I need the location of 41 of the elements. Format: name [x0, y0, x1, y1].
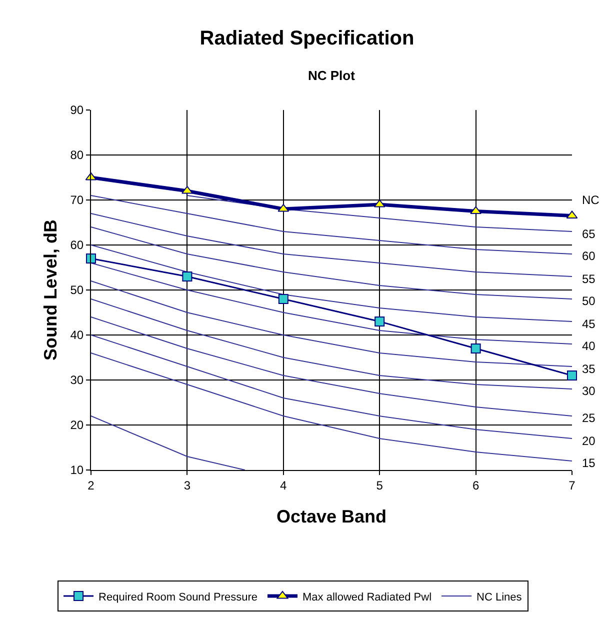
y-axis-title: Sound Level, dB — [40, 219, 60, 361]
point — [567, 370, 577, 380]
x-tick-label: 7 — [568, 478, 576, 492]
y-tick-label: 10 — [70, 463, 84, 478]
text: 20 — [582, 434, 596, 448]
y-tick-label: 80 — [70, 148, 84, 162]
legend-label: NC Lines — [476, 591, 522, 604]
y-tick-label: 40 — [70, 328, 84, 342]
x-tick-label: 2 — [88, 478, 95, 492]
text: 50 — [582, 294, 596, 308]
y-tick-label: 60 — [70, 238, 84, 252]
y-tick-label: 50 — [70, 283, 84, 298]
point — [470, 344, 481, 354]
text: 30 — [582, 384, 596, 398]
chart-subtitle: NC Plot — [308, 68, 356, 83]
text: 45 — [582, 317, 596, 331]
text: 25 — [582, 411, 596, 425]
y-tick-label: 90 — [70, 103, 84, 118]
point — [182, 272, 192, 282]
point — [374, 316, 385, 326]
text: 40 — [582, 339, 596, 353]
point — [86, 254, 96, 264]
point — [278, 294, 288, 304]
x-tick-label: 6 — [472, 478, 480, 492]
text: 35 — [582, 362, 596, 376]
x-tick-label: 3 — [184, 478, 191, 492]
text: 65 — [582, 227, 596, 241]
y-tick-label: 20 — [70, 418, 84, 432]
y-tick-label: 30 — [70, 373, 84, 388]
x-tick-label: 4 — [280, 478, 288, 492]
chart-title: Radiated Specification — [200, 28, 414, 50]
legend-label: Max allowed Radiated Pwl — [302, 591, 432, 604]
legend-label: Required Room Sound Pressure — [98, 591, 258, 604]
y-tick-label: 70 — [70, 193, 84, 208]
text: 60 — [582, 249, 596, 263]
text: NC — [582, 193, 600, 207]
x-tick-label: 5 — [376, 478, 384, 492]
x-axis-title: Octave Band — [276, 506, 387, 526]
line-series — [186, 195, 572, 232]
text: 15 — [582, 456, 596, 470]
text: 55 — [582, 272, 596, 286]
